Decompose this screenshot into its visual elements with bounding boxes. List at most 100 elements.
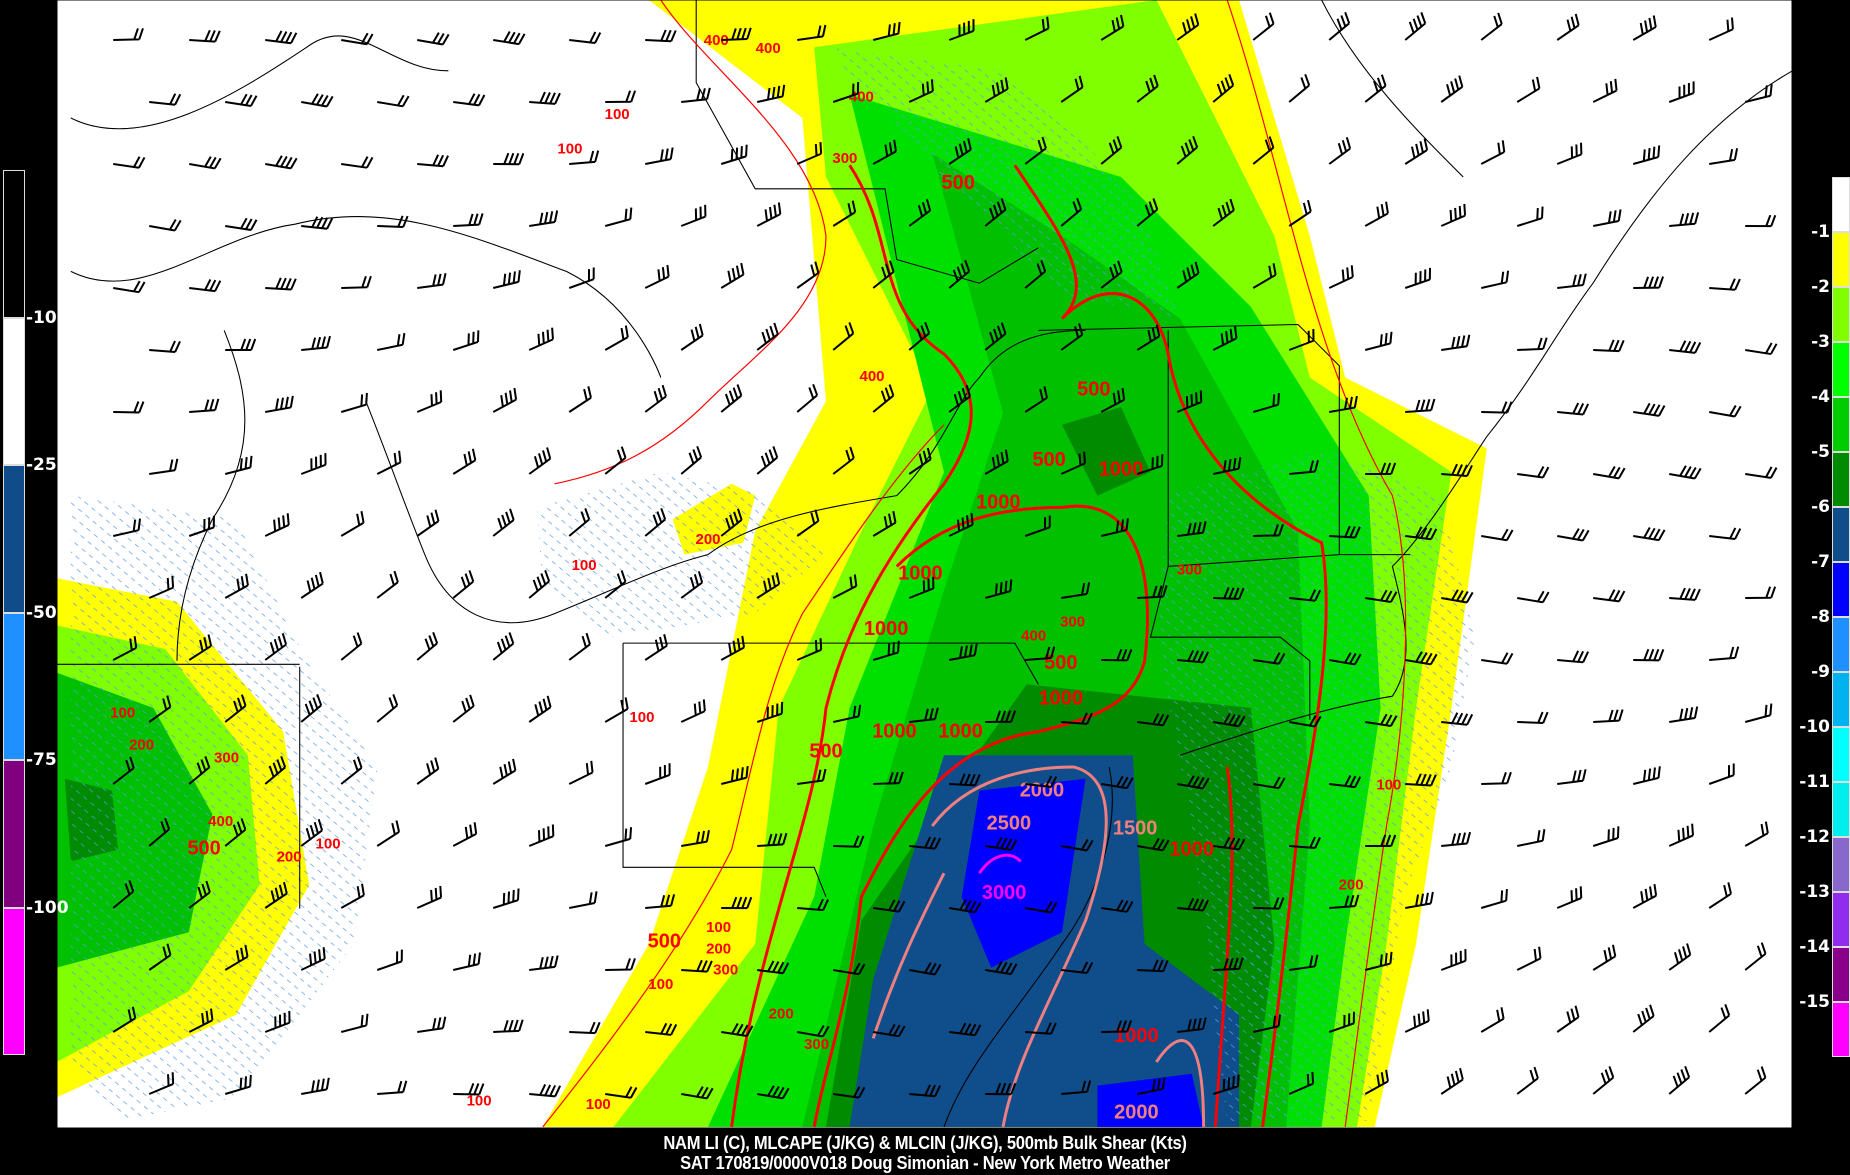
wind-barb: [376, 694, 399, 723]
cape-contour-label: 100: [586, 1096, 611, 1113]
wind-barb: [113, 156, 146, 169]
cape-contour-label: 100: [572, 557, 597, 574]
coastline-east: [896, 0, 1793, 1128]
wind-barb: [1592, 826, 1620, 847]
wind-barb: [872, 640, 900, 661]
wind-barb: [1480, 12, 1503, 41]
cape-contours: [542, 0, 1407, 1128]
wind-barb: [1061, 1080, 1092, 1095]
colorbar-label: -13: [1799, 882, 1830, 902]
wind-barb: [908, 199, 932, 227]
wind-barb: [1481, 652, 1514, 665]
cape-contour-label: 1500: [1113, 817, 1158, 839]
wind-barb: [1633, 402, 1666, 417]
wind-barb: [757, 832, 788, 847]
wind-barb: [1744, 821, 1769, 847]
li-colorbar-labels: -1 -2 -3 -4 -5 -6 -7 -8 -9 -10 -11 -12 -13 -14 -15: [1792, 177, 1830, 1057]
wind-barb: [604, 446, 627, 475]
wind-barb: [680, 204, 707, 227]
wind-barb: [493, 1019, 524, 1033]
wind-barb: [569, 31, 602, 44]
wind-barb: [340, 756, 363, 785]
wind-barb: [680, 571, 704, 599]
wind-barb: [1176, 390, 1203, 413]
cape-labels: 400 400 100 100 400 300 500 400 500 500 1000 1000 20…: [110, 32, 1401, 1124]
wind-barb: [1516, 76, 1541, 103]
wind-barb: [1593, 709, 1624, 723]
wind-barb: [113, 518, 142, 537]
wind-barb: [1024, 16, 1050, 41]
wind-barb: [1100, 518, 1129, 537]
wind-barb: [720, 765, 749, 785]
wind-barb: [416, 390, 443, 413]
wind-barb: [604, 207, 633, 227]
wind-barb: [340, 392, 368, 413]
colorbar-label: -10: [26, 307, 57, 328]
wind-barb: [300, 947, 326, 971]
wind-barb: [340, 883, 365, 909]
cape-contour-label: 1000: [976, 492, 1021, 514]
state-borders: [56, 0, 1411, 909]
wind-barb: [112, 1006, 137, 1033]
wind-barb: [224, 945, 249, 971]
wind-barb: [756, 446, 779, 475]
wind-barb: [1100, 136, 1123, 165]
cape-contour-label: 500: [1077, 378, 1110, 400]
wind-barb: [1060, 75, 1084, 103]
wind-barb: [149, 218, 182, 232]
wind-barb: [1441, 712, 1474, 726]
wind-barb: [189, 398, 220, 413]
wind-barb: [1328, 265, 1354, 289]
wind-barb: [113, 27, 144, 41]
wind-barb: [1136, 454, 1164, 475]
wind-barb: [341, 156, 374, 169]
wind-barb: [1253, 523, 1284, 537]
wind-barb: [756, 701, 784, 723]
colorbar-segment: [3, 465, 25, 613]
wind-barb: [416, 885, 443, 909]
wind-barb: [148, 943, 172, 971]
wind-barb: [1289, 714, 1322, 728]
caption-line-1: NAM LI (C), MLCAPE (J/KG) & MLCIN (J/KG)…: [663, 1133, 1187, 1153]
wind-barb: [265, 395, 294, 413]
wind-barb: [1557, 402, 1590, 416]
wind-barb: [148, 575, 175, 599]
cape-contour-label: 400: [704, 32, 729, 49]
wind-barb: [1060, 451, 1086, 475]
colorbar-segment: [1832, 892, 1850, 947]
wind-barb: [148, 1072, 175, 1095]
wind-barb: [948, 384, 972, 413]
wind-barb: [1440, 1067, 1464, 1095]
wind-barb: [832, 81, 860, 103]
wind-barb: [301, 1077, 330, 1095]
wind-barb: [680, 323, 704, 351]
cape-contour-label: 1000: [898, 562, 943, 584]
wind-barb: [1253, 1014, 1282, 1033]
colorbar-label: -15: [1799, 992, 1830, 1012]
wind-barb: [1252, 12, 1275, 41]
wind-barb: [188, 880, 211, 909]
wind-barb: [949, 773, 981, 787]
wind-barb: [1329, 525, 1361, 539]
wind-barb: [1517, 829, 1546, 847]
wind-barb: [721, 1022, 754, 1038]
wind-barb: [1668, 943, 1692, 971]
colorbar-label: -100: [26, 897, 69, 918]
cape-contour-label: 300: [832, 150, 857, 167]
wind-barb: [1177, 1017, 1207, 1033]
wind-barb: [188, 634, 213, 661]
wind-barb: [872, 139, 897, 165]
wind-barb: [1405, 651, 1438, 666]
wind-barb: [1252, 393, 1280, 413]
cape-contour-label: 1000: [1114, 1025, 1159, 1047]
wind-barb: [721, 27, 752, 41]
wind-barb: [149, 93, 182, 106]
colorbar-segment: [1832, 1002, 1850, 1057]
wind-barb: [452, 448, 477, 475]
wind-barb: [1669, 340, 1702, 354]
wind-barb: [796, 261, 820, 289]
wind-barb: [1632, 766, 1661, 785]
wind-barb: [225, 338, 257, 351]
wind-barb: [1025, 775, 1058, 789]
